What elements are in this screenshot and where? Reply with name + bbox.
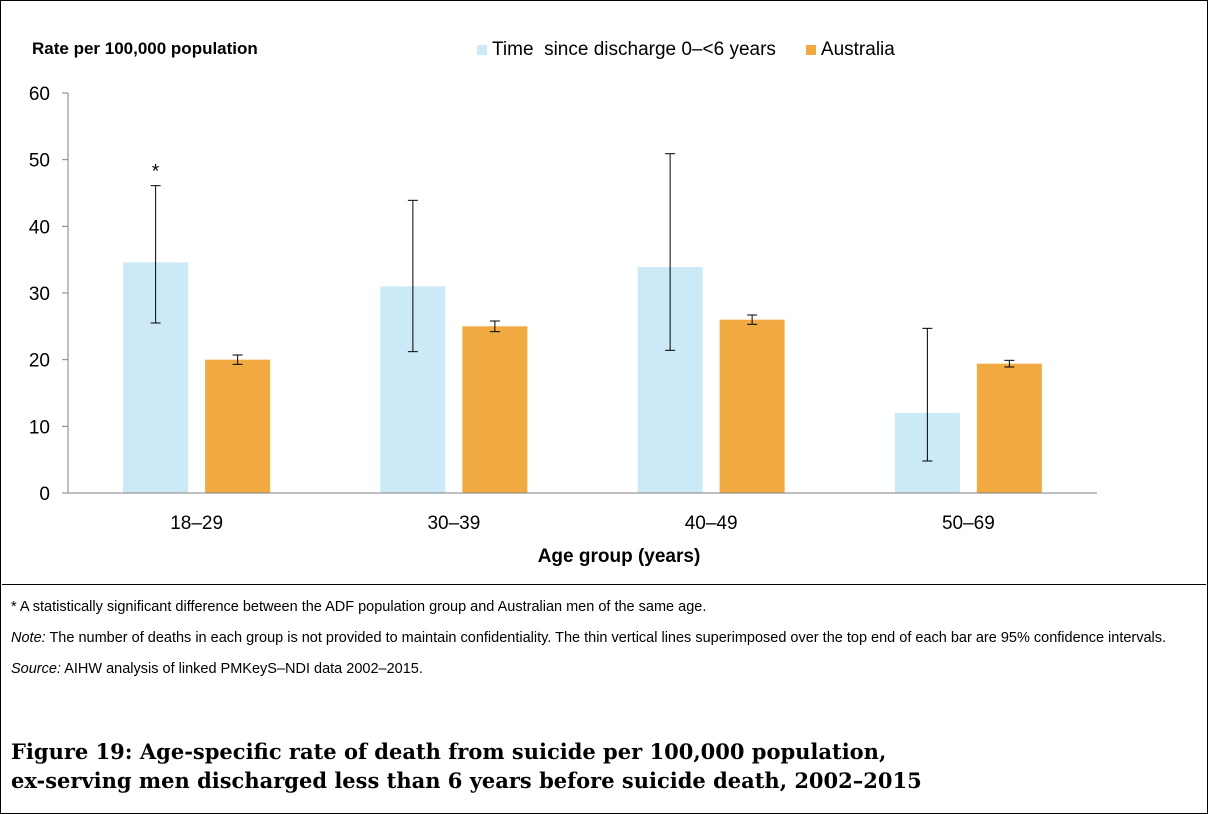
x-tick-label: 18–29	[170, 513, 223, 534]
y-tick-label: 10	[29, 417, 50, 438]
y-tick-label: 0	[39, 484, 50, 505]
x-tick-label: 40–49	[685, 513, 738, 534]
x-tick-label: 30–39	[427, 513, 480, 534]
source-note: Source: AIHW analysis of linked PMKeyS–N…	[11, 659, 1191, 679]
bar-chart: 0 10 20 30 40 50 60 18–29 30–39 40–49 50–69 *	[29, 84, 1097, 534]
significance-marker: *	[152, 162, 160, 183]
caption-line-1: Figure 19: Age-specific rate of death fr…	[11, 739, 887, 764]
significance-note: * A statistically significant difference…	[11, 599, 707, 615]
source-text: AIHW analysis of linked PMKeyS–NDI data …	[60, 661, 423, 677]
caption-line-2: ex-serving men discharged less than 6 ye…	[11, 768, 922, 793]
legend-label-australia: Australia	[820, 39, 895, 60]
y-tick-label: 40	[29, 217, 50, 238]
notes: * A statistically significant difference…	[11, 597, 1191, 690]
bar-australia	[462, 326, 528, 493]
figure-caption: Figure 19: Age-specific rate of death fr…	[11, 737, 1191, 795]
confidentiality-note: Note: The number of deaths in each group…	[11, 628, 1191, 648]
bar-australia	[205, 359, 271, 493]
y-tick-label: 30	[29, 284, 50, 305]
legend-item-discharge: Time since discharge 0–<6 years	[477, 39, 776, 61]
x-axis-label: Age group (years)	[537, 546, 701, 567]
bar-australia	[976, 363, 1042, 493]
legend-swatch-discharge	[477, 45, 487, 55]
source-label: Source:	[11, 661, 61, 677]
legend-label-discharge: Time since discharge 0–<6 years	[492, 39, 776, 60]
y-axis-label: Rate per 100,000 population	[32, 39, 258, 58]
note-text: The number of deaths in each group is no…	[45, 630, 1167, 646]
bar-australia	[719, 319, 785, 493]
y-tick-label: 20	[29, 351, 50, 372]
y-tick-label: 60	[29, 84, 50, 105]
x-tick-label: 50–69	[942, 513, 995, 534]
chart-area: Rate per 100,000 population Time since d…	[2, 2, 1206, 585]
y-tick-label: 50	[29, 151, 50, 172]
note-label: Note:	[11, 630, 46, 646]
legend: Time since discharge 0–<6 years Australi…	[477, 39, 925, 61]
legend-swatch-australia	[805, 45, 816, 55]
legend-item-australia: Australia	[805, 39, 895, 61]
